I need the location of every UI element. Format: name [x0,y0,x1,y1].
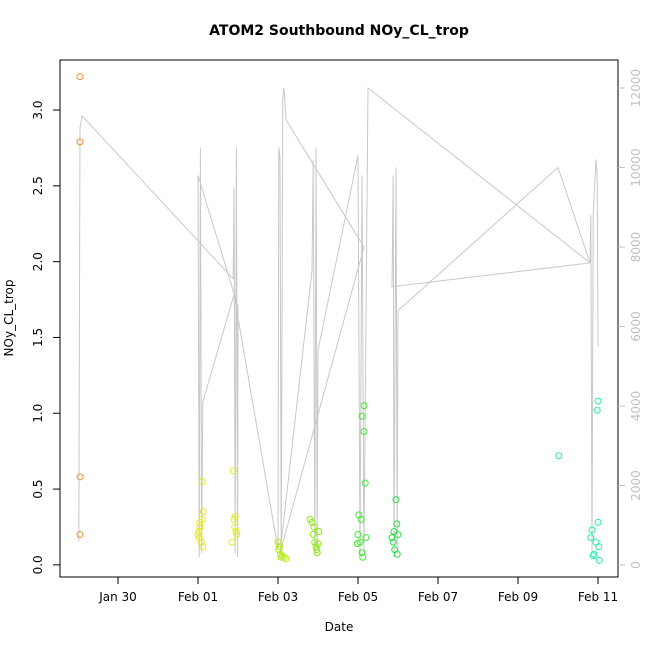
y-tick-label: 1.5 [31,328,45,347]
data-point [393,520,401,528]
data-point [282,555,290,563]
data-point [76,531,84,539]
x-tick-label: Feb 05 [338,590,378,604]
data-point [233,531,241,539]
data-point [394,531,402,539]
data-point [313,549,321,557]
data-point [594,397,602,405]
data-point [230,515,238,523]
x-tick-label: Feb 03 [258,590,298,604]
y2-tick-label: 6000 [629,311,643,342]
data-point [228,538,236,546]
data-point [274,538,282,546]
data-point [311,538,319,546]
data-point [359,553,367,561]
y2-tick-label: 10000 [629,148,643,186]
y2-tick-label: 4000 [629,391,643,422]
data-point [276,543,284,551]
data-point [595,543,603,551]
y-tick-label: 1.0 [31,404,45,423]
data-point [280,553,288,561]
data-point [314,540,322,548]
data-point [393,550,401,558]
data-point [308,518,316,526]
data-point [357,515,365,523]
x-tick-label: Jan 30 [98,590,137,604]
altitude-line [78,86,599,558]
data-point [231,523,239,531]
data-point [195,534,203,542]
data-point [309,531,317,539]
y-tick-label: 3.0 [31,100,45,119]
data-point [595,556,603,564]
data-point [362,534,370,542]
data-point [358,412,366,420]
data-point [361,479,369,487]
data-point [354,531,362,539]
data-point [315,528,323,536]
y-tick-label: 0.0 [31,555,45,574]
data-point [275,546,283,554]
data-point [360,402,368,410]
x-tick-label: Feb 09 [498,590,538,604]
plot-box [59,59,619,578]
data-point [594,518,602,526]
x-tick-label: Feb 11 [578,590,618,604]
data-point [76,473,84,481]
y-axis-label: NOy_CL_trop [2,280,16,357]
y2-tick-label: 12000 [629,69,643,107]
data-point [76,73,84,81]
data-point [199,543,207,551]
data-point [229,467,237,475]
y2-tick-label: 8000 [629,232,643,263]
data-point [76,138,84,146]
data-point [198,477,206,485]
chart-title: ATOM2 Southbound NOy_CL_trop [209,23,469,39]
data-point [310,523,318,531]
data-point [389,538,397,546]
data-point [392,496,400,504]
data-point [197,538,205,546]
data-point [194,531,202,539]
data-point [555,452,563,460]
x-axis-label: Date [325,620,354,634]
data-point [360,427,368,435]
data-point [588,526,596,534]
data-point [199,508,207,516]
y-tick-label: 2.5 [31,176,45,195]
data-point [232,528,240,536]
x-tick-label: Feb 01 [178,590,218,604]
y2-tick-label: 0 [629,561,643,569]
data-point [593,406,601,414]
data-point [388,534,396,542]
data-point [587,534,595,542]
data-point [358,549,366,557]
data-point [589,552,597,560]
data-point [353,540,361,548]
data-point [196,523,204,531]
y-tick-label: 2.0 [31,252,45,271]
x-tick-label: Feb 07 [418,590,458,604]
data-point [231,512,239,520]
y2-tick-label: 2000 [629,470,643,501]
y-tick-label: 0.5 [31,480,45,499]
data-point [196,518,204,526]
